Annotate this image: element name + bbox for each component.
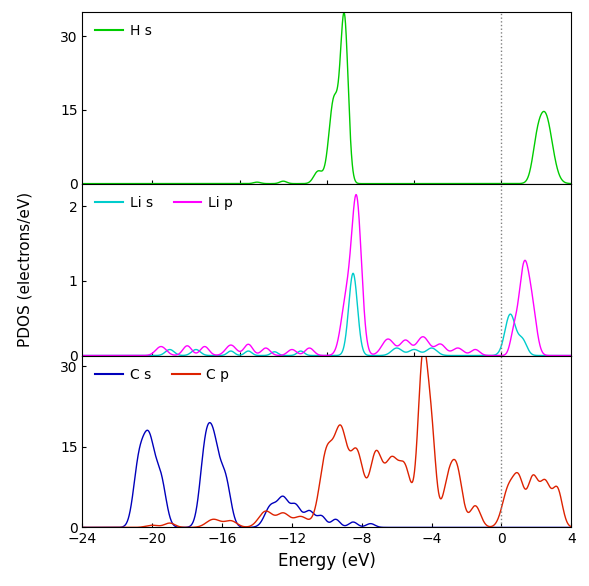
X-axis label: Energy (eV): Energy (eV) [278, 552, 376, 570]
Legend: Li s, Li p: Li s, Li p [90, 190, 239, 216]
Legend: C s, C p: C s, C p [90, 363, 235, 387]
Text: PDOS (electrons/eV): PDOS (electrons/eV) [18, 192, 32, 347]
Legend: H s: H s [90, 19, 157, 44]
